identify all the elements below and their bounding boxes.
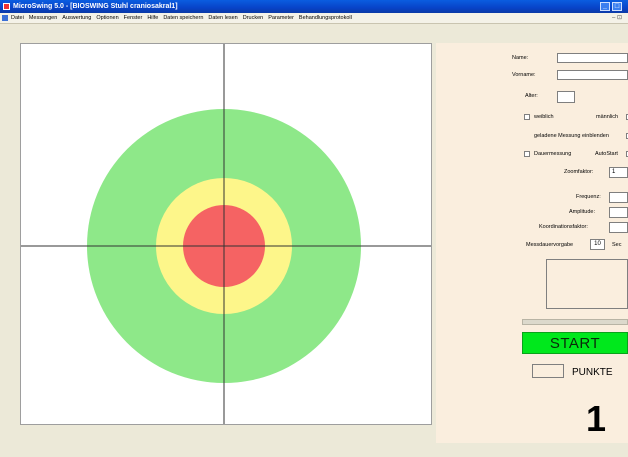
start-button[interactable]: START [522, 332, 628, 354]
menu-behandlungsprotokoll[interactable]: Behandlungsprotokoll [298, 15, 352, 21]
title-bar: MicroSwing 5.0 - [BIOSWING Stuhl cranios… [0, 0, 628, 13]
amplitude-field [609, 207, 628, 218]
menu-drucken[interactable]: Drucken [242, 15, 264, 21]
vorname-label: Vorname: [512, 72, 536, 78]
messdauer-unit: Sec [612, 242, 622, 248]
punkte-display [532, 364, 564, 378]
settings-panel: Name: Vorname: Alter: weiblich männlich … [436, 43, 628, 443]
autostart-label: AutoStart [595, 151, 618, 157]
zoomfaktor-value: 1 [612, 169, 616, 175]
menu-daten-lesen[interactable]: Daten lesen [208, 15, 238, 21]
zoomfaktor-label: Zoomfaktor: [564, 169, 594, 175]
dauermessung-label: Dauermessung [534, 151, 572, 157]
alter-input[interactable] [557, 91, 575, 103]
messdauer-label: Messdauervorgabe [526, 242, 574, 248]
maennlich-label: männlich [596, 114, 619, 120]
autostart-checkbox[interactable] [626, 151, 628, 157]
amplitude-label: Amplitude: [569, 209, 595, 215]
zoomfaktor-select[interactable]: 1 [609, 167, 628, 178]
document-icon[interactable] [2, 15, 8, 21]
koordinationsfaktor-label: Koordinationsfaktor: [539, 224, 588, 230]
name-input[interactable] [557, 53, 628, 63]
info-box [546, 259, 628, 309]
menu-bar: Datei Messungen Auswertung Optionen Fens… [0, 13, 628, 24]
minimize-button[interactable]: _ [600, 2, 610, 11]
menu-hilfe[interactable]: Hilfe [147, 15, 159, 21]
progress-bar [522, 319, 628, 325]
menu-fenster[interactable]: Fenster [123, 15, 143, 21]
name-label: Name: [512, 55, 529, 61]
menu-optionen[interactable]: Optionen [96, 15, 119, 21]
weiblich-checkbox[interactable] [524, 114, 530, 120]
vorname-input[interactable] [557, 70, 628, 80]
weiblich-label: weiblich [534, 114, 554, 120]
messdauer-value: 10 [594, 241, 601, 247]
menu-daten-speichern[interactable]: Daten speichern [163, 15, 204, 21]
menu-items: Datei Messungen Auswertung Optionen Fens… [11, 13, 352, 23]
koordinationsfaktor-field [609, 222, 628, 233]
alter-label: Alter: [525, 93, 538, 99]
window-title: MicroSwing 5.0 - [BIOSWING Stuhl cranios… [13, 3, 178, 10]
geladene-checkbox[interactable] [626, 133, 628, 139]
menu-messungen[interactable]: Messungen [28, 15, 58, 21]
frequenz-label: Frequenz: [576, 194, 601, 200]
menu-auswertung[interactable]: Auswertung [62, 15, 92, 21]
target-canvas[interactable] [20, 43, 432, 425]
menu-parameter[interactable]: Parameter [268, 15, 294, 21]
maximize-button[interactable]: □ [612, 2, 622, 11]
maennlich-checkbox[interactable] [626, 114, 628, 120]
geladene-label: geladene Messung einblenden [534, 133, 609, 139]
frequenz-field [609, 192, 628, 203]
menu-datei[interactable]: Datei [11, 15, 24, 21]
punkte-label: PUNKTE [572, 367, 613, 378]
app-icon [3, 3, 10, 10]
messdauer-input[interactable]: 10 [590, 239, 605, 250]
big-number: 1 [586, 398, 607, 439]
mdi-controls[interactable]: – ⊡ [611, 15, 622, 21]
dauermessung-checkbox[interactable] [524, 151, 530, 157]
